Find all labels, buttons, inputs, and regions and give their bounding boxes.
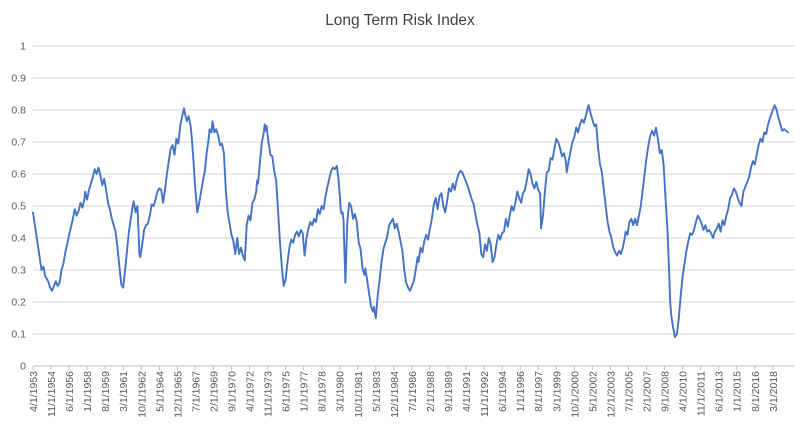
x-tick-label: 8/1/1978 — [317, 371, 329, 412]
x-tick-label: 11/1/2011 — [696, 371, 708, 416]
x-tick-label: 5/1/1983 — [371, 371, 383, 412]
x-tick-label: 11/1/1992 — [479, 371, 491, 417]
x-tick-label: 11/1/1954 — [46, 371, 58, 417]
x-tick-label: 12/1/1984 — [389, 371, 401, 418]
series-group — [32, 104, 789, 339]
y-tick-label: 0.9 — [11, 73, 26, 85]
y-tick-label: 0.6 — [11, 169, 26, 181]
gridlines-group — [33, 45, 795, 367]
x-tick-label: 10/1/1962 — [136, 371, 148, 418]
y-tick-label: 0.8 — [11, 105, 26, 117]
x-tick-label: 5/1/2002 — [587, 371, 599, 412]
x-tick-label: 1/1/1958 — [82, 371, 94, 412]
x-tick-label: 10/1/1981 — [353, 371, 365, 418]
y-tick-label: 0.5 — [11, 201, 26, 213]
x-tick-label: 3/1/2018 — [768, 371, 780, 412]
x-tick-label: 1/1/1996 — [515, 371, 527, 412]
x-tick-label: 7/1/2005 — [623, 371, 635, 412]
chart-title: Long Term Risk Index — [325, 12, 475, 29]
y-tick-label: 0.7 — [11, 137, 26, 149]
x-tick-label: 12/1/2003 — [605, 371, 617, 418]
x-tick-label: 3/1/1999 — [551, 371, 563, 412]
y-axis-labels-group: 0 0.1 0.2 0.3 0.4 0.5 0.6 0.7 0.8 0.9 1 — [11, 41, 26, 373]
x-tick-label: 6/1/1956 — [64, 371, 76, 412]
x-tick-label: 6/1/1994 — [497, 371, 509, 412]
x-tick-label: 4/1/1991 — [461, 371, 473, 412]
y-tick-label: 0 — [20, 361, 26, 373]
y-tick-label: 0.3 — [11, 265, 26, 277]
x-tick-label: 7/1/1986 — [407, 371, 419, 412]
x-tick-label: 6/1/1975 — [281, 371, 293, 412]
x-tick-label: 9/1/1989 — [443, 371, 455, 412]
x-tick-label: 3/1/1980 — [335, 371, 347, 412]
x-tick-label: 4/1/1972 — [245, 371, 257, 412]
x-tick-label: 6/1/2013 — [714, 371, 726, 412]
x-tick-label: 9/1/2008 — [660, 371, 672, 412]
x-tick-label: 5/1/1964 — [154, 371, 166, 412]
x-tick-label: 2/1/1969 — [208, 371, 220, 412]
x-tick-label: 2/1/2007 — [641, 371, 653, 412]
x-tick-label: 4/1/1953 — [28, 371, 40, 412]
x-tick-label: 11/1/1973 — [263, 371, 275, 417]
x-axis-labels-group: 4/1/1953 11/1/1954 6/1/1956 1/1/1958 8/1/195… — [28, 366, 780, 418]
x-tick-label: 9/1/1970 — [226, 371, 238, 412]
x-tick-label: 12/1/1965 — [172, 371, 184, 418]
x-tick-label: 8/1/1997 — [533, 371, 545, 412]
x-tick-label: 7/1/1967 — [190, 371, 202, 412]
x-tick-label: 1/1/1977 — [299, 371, 311, 412]
x-tick-label: 4/1/2010 — [678, 371, 690, 412]
x-tick-label: 1/1/2015 — [732, 371, 744, 412]
y-tick-label: 0.1 — [11, 329, 26, 341]
y-tick-label: 1 — [20, 41, 26, 53]
risk-index-line — [32, 104, 789, 339]
y-tick-label: 0.4 — [11, 233, 26, 245]
x-tick-label: 8/1/2016 — [750, 371, 762, 412]
x-tick-label: 2/1/1988 — [425, 371, 437, 412]
x-tick-label: 10/1/2000 — [569, 371, 581, 418]
x-tick-label: 3/1/1961 — [118, 371, 130, 412]
y-tick-label: 0.2 — [11, 297, 26, 309]
x-tick-label: 8/1/1959 — [100, 371, 112, 412]
